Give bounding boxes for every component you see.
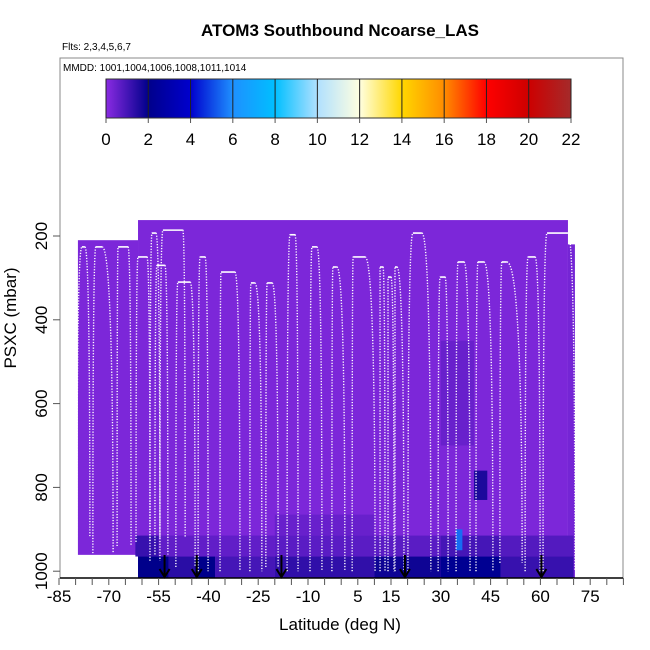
curtain-cell bbox=[274, 514, 375, 536]
axes: -85 -70 -55 -40 -25 -10 5 15 30 45 60 75 200 400 600 80… bbox=[32, 222, 624, 606]
flight-profile-ascent bbox=[219, 271, 222, 572]
flight-profile-descent bbox=[101, 246, 114, 554]
curtain-cell bbox=[440, 340, 474, 446]
flight-profile-descent bbox=[294, 234, 299, 572]
flights-subtitle: Flts: 2,3,4,5,6,7 bbox=[62, 42, 131, 53]
x-tick-label: 60 bbox=[531, 587, 550, 606]
colorbar-tick-label: 8 bbox=[270, 130, 279, 149]
x-axis-label: Latitude (deg N) bbox=[279, 615, 401, 634]
x-tick-label: -85 bbox=[47, 587, 72, 606]
arrow-head-icon bbox=[535, 568, 548, 579]
y-axis-label: PSXC (mbar) bbox=[1, 267, 20, 368]
flight-profile-descent bbox=[444, 276, 449, 572]
flight-profile-ascent bbox=[159, 229, 164, 538]
curtain-cell bbox=[158, 535, 275, 557]
flight-profile-descent bbox=[234, 271, 241, 572]
colorbar-tick-label: 18 bbox=[477, 130, 496, 149]
x-tick-label: -55 bbox=[146, 587, 171, 606]
curtain-cell bbox=[274, 556, 375, 578]
arrow-head-icon bbox=[275, 568, 288, 579]
flight-profile-ascent bbox=[175, 281, 179, 568]
x-tick-label: 30 bbox=[431, 587, 450, 606]
colorbar-tick-label: 16 bbox=[435, 130, 454, 149]
x-tick-label: 45 bbox=[481, 587, 500, 606]
colorbar-tick-label: 0 bbox=[101, 130, 110, 149]
flight-profile-ascent bbox=[135, 256, 139, 542]
flight-profile-descent bbox=[396, 266, 405, 572]
y-tick-label: 1000 bbox=[32, 552, 51, 590]
curtain-block bbox=[77, 240, 139, 555]
flight-profile-descent bbox=[336, 266, 346, 572]
colorbar-tick-label: 2 bbox=[144, 130, 153, 149]
flight-profile-descent bbox=[421, 232, 432, 572]
flight-profile-descent bbox=[164, 264, 169, 555]
curtain-cell bbox=[456, 529, 463, 551]
curtain-cell bbox=[168, 556, 196, 578]
flight-profile-descent bbox=[567, 232, 576, 572]
curtain-cell bbox=[274, 535, 441, 557]
curtain-cell bbox=[500, 556, 574, 578]
flight-profile-descent bbox=[382, 266, 386, 572]
x-tick-label: 75 bbox=[581, 587, 600, 606]
flight-profile-descent bbox=[127, 246, 132, 547]
flight-profile-descent bbox=[204, 256, 209, 572]
colorbar: 0 2 4 6 8 10 12 14 16 18 20 22 bbox=[101, 78, 581, 149]
colorbar-tick-label: 14 bbox=[392, 130, 411, 149]
y-tick-label: 200 bbox=[32, 222, 51, 250]
arrow-head-icon bbox=[399, 568, 411, 579]
flight-profile-descent bbox=[483, 261, 494, 572]
flight-profile-descent bbox=[316, 246, 323, 572]
colorbar-rect bbox=[105, 78, 572, 119]
flight-profile-descent bbox=[364, 256, 376, 572]
curtain-block bbox=[567, 244, 575, 578]
flight-profile-ascent bbox=[197, 256, 201, 572]
flight-profile-ascent bbox=[351, 256, 354, 572]
y-tick-label: 800 bbox=[32, 473, 51, 501]
flight-profile-ascent bbox=[286, 234, 291, 572]
flight-profile-descent bbox=[182, 229, 186, 538]
flight-profile-ascent bbox=[265, 282, 268, 568]
colorbar-tick-label: 6 bbox=[228, 130, 237, 149]
flight-profile-descent bbox=[463, 261, 471, 572]
flight-profile-descent bbox=[534, 256, 541, 572]
curtain-cell bbox=[215, 556, 275, 578]
curtain-cell bbox=[500, 535, 574, 557]
arrow-head-icon bbox=[158, 568, 171, 579]
y-tick-label: 400 bbox=[32, 306, 51, 334]
x-tick-label: -25 bbox=[246, 587, 271, 606]
x-tick-label: -40 bbox=[196, 587, 221, 606]
flight-profile-descent bbox=[254, 282, 263, 572]
flight-profile-ascent bbox=[249, 282, 252, 572]
flight-profile-ascent bbox=[154, 264, 158, 555]
chart-title: ATOM3 Southbound Ncoarse_LAS bbox=[201, 21, 479, 40]
flight-profile-ascent bbox=[92, 246, 97, 554]
x-tick-label: -10 bbox=[296, 587, 321, 606]
colorbar-tick-label: 10 bbox=[308, 130, 327, 149]
colorbar-tick-label: 22 bbox=[562, 130, 581, 149]
x-tick-label: 5 bbox=[353, 587, 362, 606]
curtain-cell bbox=[474, 470, 488, 500]
flight-profile-ascent bbox=[309, 246, 313, 572]
x-tick-label: -70 bbox=[97, 587, 122, 606]
x-tick-label: 15 bbox=[382, 587, 401, 606]
flight-profile-ascent bbox=[331, 266, 334, 572]
flight-profile-ascent bbox=[524, 256, 529, 572]
flight-profile-ascent bbox=[116, 246, 119, 547]
flight-profile-descent bbox=[506, 261, 523, 563]
dates-subtitle: MMDD: 1001,1004,1006,1008,1011,1014 bbox=[63, 63, 247, 74]
arrow-head-icon bbox=[190, 568, 203, 579]
curtain-cell bbox=[135, 535, 159, 557]
plot-area bbox=[76, 220, 576, 579]
colorbar-tick-label: 20 bbox=[519, 130, 538, 149]
curtain-cell bbox=[374, 556, 441, 578]
colorbar-tick-label: 12 bbox=[350, 130, 369, 149]
y-tick-label: 600 bbox=[32, 389, 51, 417]
flight-profile-ascent bbox=[76, 246, 83, 537]
colorbar-tick-label: 4 bbox=[186, 130, 195, 149]
flight-profile-descent bbox=[390, 276, 395, 572]
flight-profile-ascent bbox=[437, 276, 441, 572]
